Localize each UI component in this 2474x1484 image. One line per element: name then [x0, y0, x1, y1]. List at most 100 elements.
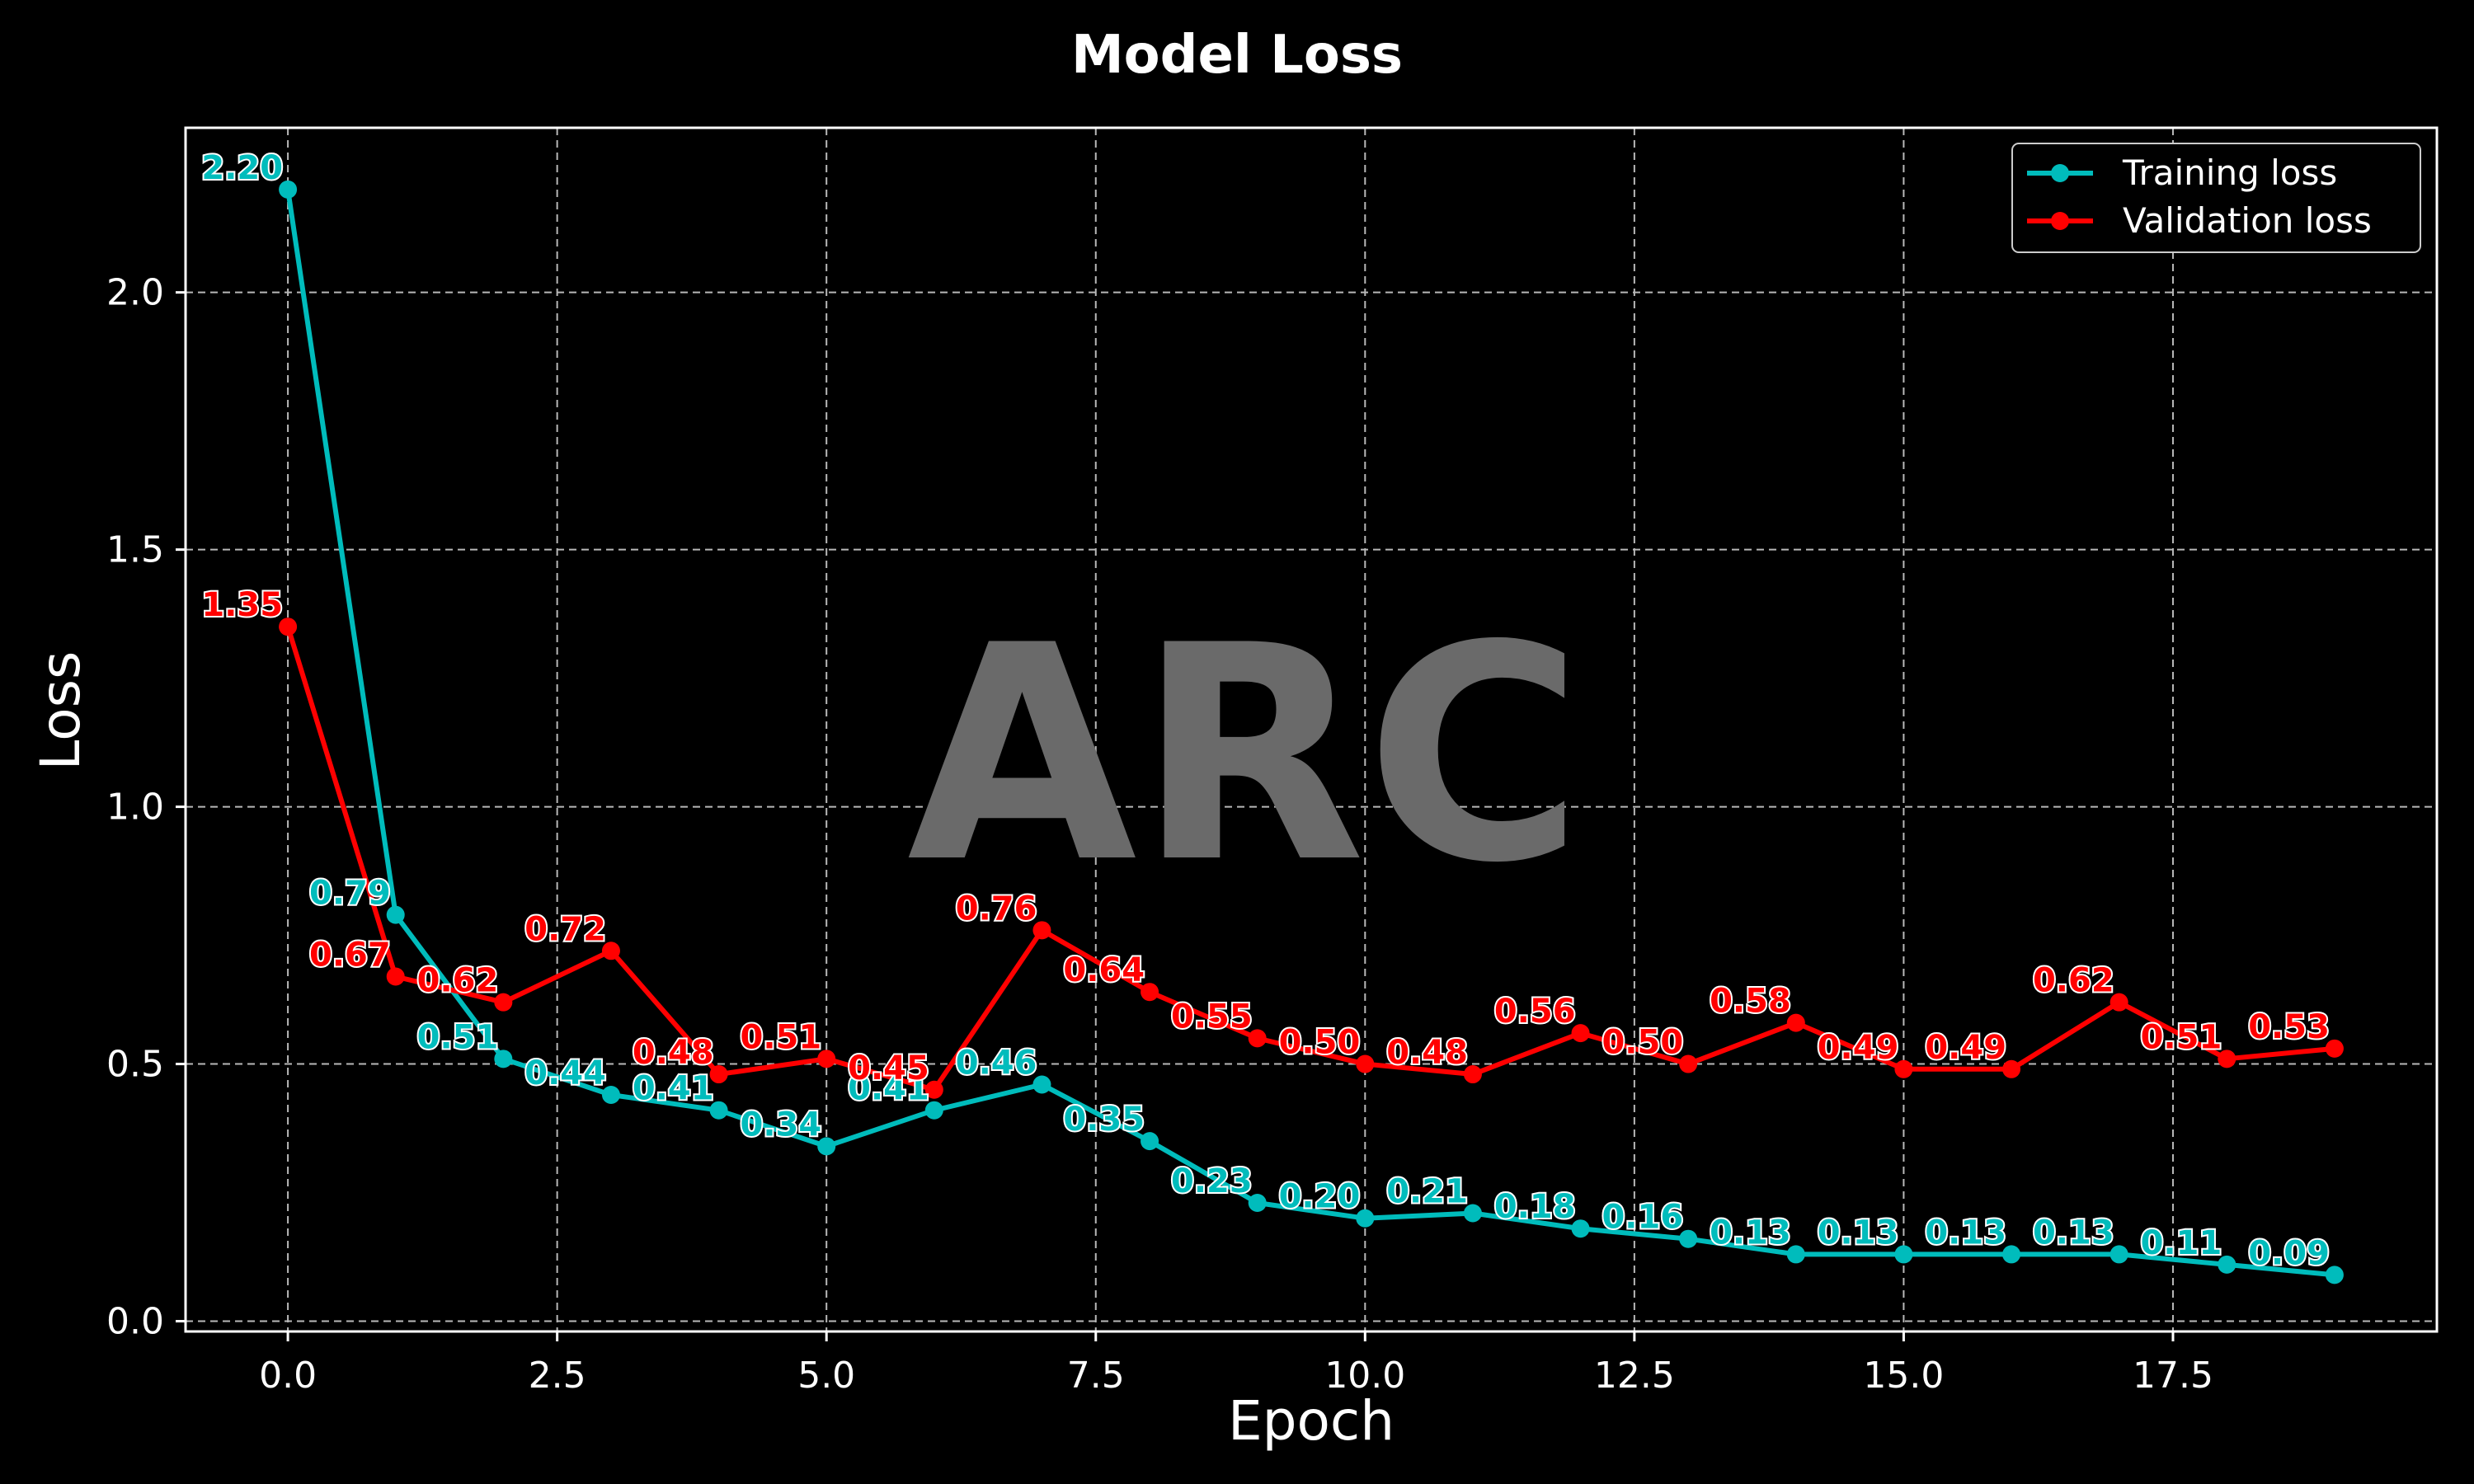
- training-loss-point: [386, 905, 405, 924]
- y-tick-label: 0.0: [106, 1301, 164, 1343]
- validation-loss-data-label: 0.72: [524, 910, 606, 948]
- training-loss-data-label: 2.20: [201, 149, 283, 187]
- y-tick-label: 2.0: [106, 272, 164, 314]
- validation-loss-point: [1032, 921, 1051, 940]
- x-tick-label: 15.0: [1863, 1355, 1944, 1397]
- validation-loss-data-label: 0.45: [848, 1050, 929, 1087]
- validation-loss-point: [1248, 1029, 1267, 1048]
- validation-loss-data-label: 0.48: [633, 1034, 714, 1072]
- grid: [186, 128, 2437, 1331]
- watermark-text: ARC: [907, 582, 1583, 928]
- validation-loss-data-label: 0.67: [309, 936, 391, 974]
- training-loss-point: [1894, 1245, 1913, 1264]
- training-loss-point: [2218, 1255, 2236, 1274]
- training-loss-point: [601, 1085, 620, 1104]
- validation-loss-data-label: 0.56: [1494, 993, 1576, 1031]
- validation-loss-legend-label: Validation loss: [2123, 200, 2372, 241]
- training-loss-data-label: 0.13: [1818, 1214, 1899, 1252]
- y-axis: 0.0 0.5 1.0 1.5 2.0: [106, 272, 186, 1343]
- validation-loss-point: [709, 1065, 728, 1084]
- training-loss-point: [1248, 1194, 1267, 1213]
- training-loss-data-label: 0.51: [417, 1018, 499, 1056]
- x-tick-label: 7.5: [1067, 1355, 1125, 1397]
- validation-loss-point: [1356, 1054, 1375, 1073]
- training-loss-data-label: 0.13: [1710, 1214, 1791, 1252]
- legend: Training loss Validation loss: [2011, 143, 2421, 253]
- validation-loss-point: [1894, 1059, 1913, 1078]
- training-loss-point: [2325, 1266, 2344, 1284]
- x-tick-label: 5.0: [797, 1355, 855, 1397]
- plot-frame: [184, 126, 2439, 1333]
- training-loss-data-label: 0.11: [2141, 1224, 2222, 1262]
- training-loss-point: [2109, 1245, 2128, 1264]
- training-loss-point: [1571, 1219, 1590, 1238]
- legend-frame: [2011, 143, 2421, 253]
- x-tick-label: 12.5: [1594, 1355, 1675, 1397]
- validation-loss-point: [601, 942, 620, 960]
- x-axis-title: Epoch: [1228, 1389, 1395, 1453]
- y-axis-title: Loss: [29, 651, 92, 771]
- x-tick-label: 0.0: [259, 1355, 317, 1397]
- training-loss-point: [1141, 1132, 1159, 1151]
- validation-loss-point: [2109, 993, 2128, 1012]
- training-loss-line: [285, 189, 2335, 1278]
- validation-loss-data-label: 0.62: [2033, 962, 2114, 1000]
- chart-title: Model Loss: [1071, 25, 1403, 86]
- training-loss-point: [817, 1137, 836, 1156]
- training-loss-data-label: 0.79: [309, 875, 391, 913]
- validation-loss-point: [494, 993, 513, 1012]
- validation-loss-point: [1141, 983, 1159, 1002]
- validation-loss-point: [2218, 1050, 2236, 1068]
- validation-loss-point: [924, 1080, 943, 1099]
- y-tick-label: 0.5: [106, 1044, 164, 1086]
- x-tick-label: 10.0: [1324, 1355, 1405, 1397]
- training-loss-data-label: 0.18: [1494, 1188, 1576, 1226]
- validation-loss-data-label: 0.64: [1063, 951, 1145, 989]
- validation-loss-data-label: 0.53: [2248, 1008, 2330, 1046]
- validation-loss-data-label: 0.51: [2141, 1018, 2222, 1056]
- training-loss-point: [709, 1101, 728, 1120]
- training-loss-point: [279, 180, 298, 199]
- training-loss-point: [1463, 1204, 1482, 1223]
- validation-loss-line: [285, 626, 2335, 1092]
- training-loss-data-label: 0.46: [956, 1045, 1037, 1082]
- training-loss-data-label: 0.34: [740, 1106, 821, 1144]
- training-loss-data-label: 0.44: [524, 1054, 606, 1092]
- training-loss-data-label: 0.16: [1602, 1199, 1683, 1237]
- validation-loss-point: [817, 1050, 836, 1068]
- validation-loss-data-label: 0.49: [1818, 1029, 1899, 1067]
- training-loss-data-label: 0.20: [1279, 1178, 1361, 1216]
- watermark-logo: ARC: [907, 582, 1583, 928]
- training-loss-data-label: 0.41: [848, 1070, 929, 1108]
- validation-loss-data-label: 0.76: [956, 890, 1037, 928]
- validation-loss-point: [1679, 1054, 1698, 1073]
- training-loss-point: [1679, 1229, 1698, 1248]
- y-tick-label: 1.5: [106, 529, 164, 571]
- training-loss-data-label: 0.35: [1063, 1101, 1145, 1139]
- validation-loss-data-label: 0.62: [417, 962, 499, 1000]
- y-tick-label: 1.0: [106, 787, 164, 829]
- validation-loss-legend-marker: [2051, 212, 2069, 230]
- validation-loss-point: [386, 967, 405, 986]
- validation-loss-data-label: 0.55: [1171, 998, 1253, 1036]
- validation-loss-data-label: 0.50: [1279, 1024, 1361, 1062]
- validation-loss-point: [1571, 1024, 1590, 1043]
- validation-loss-data-label: 0.58: [1710, 983, 1791, 1021]
- training-loss-data-label: 0.09: [2248, 1234, 2330, 1272]
- validation-loss-data-label: 0.51: [740, 1018, 821, 1056]
- validation-loss-point: [1463, 1065, 1482, 1084]
- training-loss-data-label: 0.13: [2033, 1214, 2114, 1252]
- training-loss-point: [1032, 1075, 1051, 1094]
- validation-loss-point: [1786, 1013, 1805, 1032]
- validation-loss-data-label: 0.49: [1925, 1029, 2006, 1067]
- series-layer: [279, 180, 2344, 1284]
- training-loss-point: [1786, 1245, 1805, 1264]
- validation-loss-data-label: 0.50: [1602, 1024, 1683, 1062]
- training-loss-legend-marker: [2051, 164, 2069, 182]
- training-loss-data-label: 0.23: [1171, 1162, 1253, 1200]
- x-tick-label: 17.5: [2133, 1355, 2213, 1397]
- training-loss-data-label: 0.21: [1386, 1172, 1468, 1210]
- training-loss-data-label: 0.41: [633, 1070, 714, 1108]
- training-loss-data-label: 0.13: [1925, 1214, 2006, 1252]
- data-labels-layer: 2.20 0.79 0.51 0.44 0.41 0.34 0.41 0.46 0.35 0.23…: [200, 148, 2331, 1274]
